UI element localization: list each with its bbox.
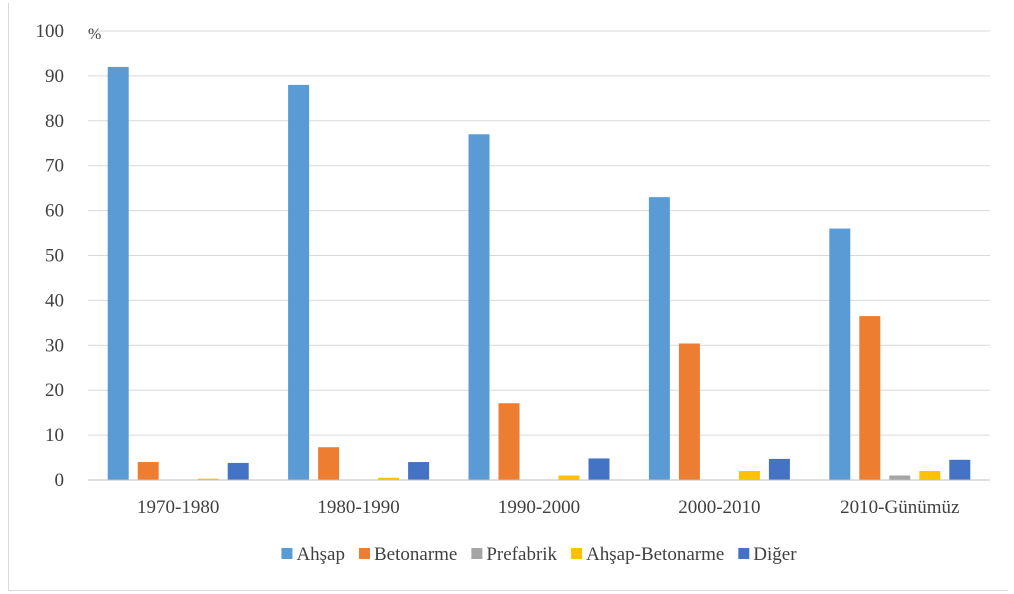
legend-item: Ahşap-Betonarme: [571, 544, 724, 565]
legend-label: Ahşap: [296, 544, 345, 565]
y-tick-label: 90: [45, 66, 64, 87]
y-tick-label: 40: [45, 290, 64, 311]
y-tick-label: 70: [45, 156, 64, 177]
legend-swatch: [738, 548, 750, 559]
y-tick-label: 50: [45, 246, 64, 267]
bar: [107, 66, 129, 481]
bar: [227, 462, 249, 480]
legend-item: Diğer: [738, 544, 797, 565]
y-tick-label: 100: [36, 21, 65, 42]
legend-swatch: [471, 548, 483, 559]
legend-label: Prefabrik: [486, 544, 557, 565]
bar: [678, 343, 700, 480]
y-tick-label: 20: [45, 380, 64, 401]
gridlines: [88, 30, 990, 481]
bar: [408, 462, 430, 480]
legend-item: Prefabrik: [471, 544, 558, 565]
y-axis-ticks: 0 10 20 30 40 50 60 70 80 90 100: [36, 21, 65, 491]
chart-frame: [8, 3, 1008, 591]
legend-item: Betonarme: [359, 544, 457, 565]
legend-swatch: [571, 548, 583, 559]
legend-item: Ahşap: [281, 544, 345, 565]
bar: [648, 197, 670, 480]
legend-swatch: [359, 548, 370, 559]
y-tick-label: 80: [45, 111, 64, 132]
bar: [949, 459, 971, 480]
bar: [498, 403, 520, 480]
bar: [468, 134, 490, 480]
y-tick-label: 30: [45, 335, 64, 356]
x-tick-label: 1990-2000: [498, 497, 580, 518]
bar: [197, 478, 219, 480]
x-tick-label: 2000-2010: [678, 497, 760, 518]
legend-swatch: [281, 548, 293, 559]
bar: [558, 475, 580, 480]
bar: [738, 471, 760, 480]
y-tick-label: 0: [55, 470, 65, 491]
bar: [829, 228, 851, 480]
legend-label: Ahşap-Betonarme: [586, 544, 724, 565]
bar: [859, 316, 881, 480]
legend-label: Betonarme: [374, 544, 457, 565]
bar: [378, 477, 400, 480]
y-unit-label: %: [88, 26, 101, 43]
x-tick-label: 1970-1980: [137, 497, 219, 518]
x-tick-label: 1980-1990: [317, 497, 399, 518]
x-tick-label: 2010-Günümüz: [840, 497, 959, 518]
bars: [88, 66, 990, 481]
bar: [919, 471, 941, 480]
y-tick-label: 60: [45, 201, 64, 222]
bar: [768, 458, 790, 480]
bar: [889, 475, 911, 480]
bar: [288, 84, 310, 480]
x-axis-ticks: 1970-1980 1980-1990 1990-2000 2000-2010 2010…: [137, 497, 959, 518]
bar: [137, 462, 159, 480]
bar: [588, 458, 610, 480]
legend: Ahşap Betonarme Prefabrik Ahşap-Betonarme Di…: [281, 544, 797, 565]
y-tick-label: 10: [45, 425, 64, 446]
bar: [318, 447, 340, 480]
legend-label: Diğer: [753, 544, 797, 565]
